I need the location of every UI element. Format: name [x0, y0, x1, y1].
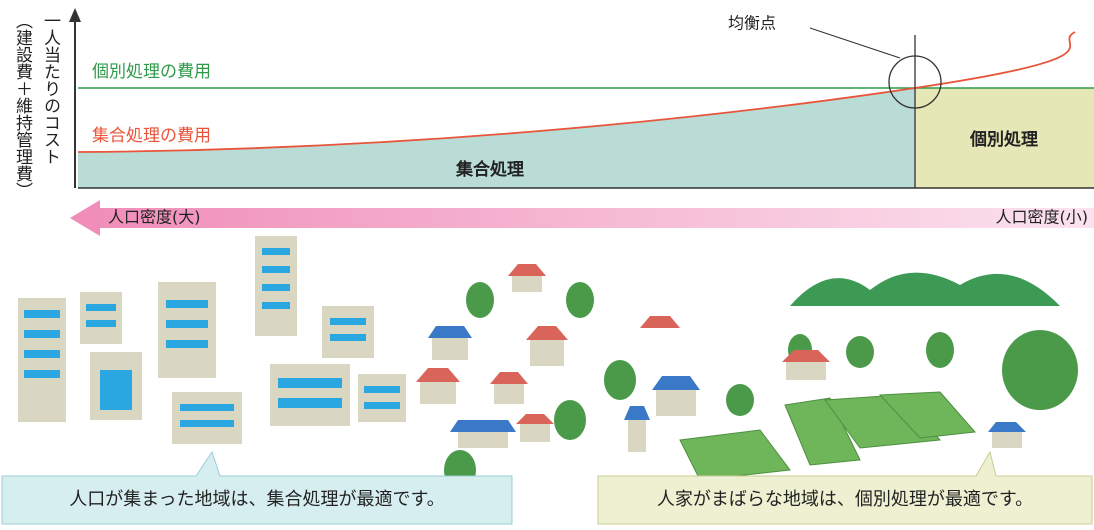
right-callout-box: [597, 450, 1093, 525]
collective-cost-label: 集合処理の費用: [92, 126, 211, 146]
density-high: 人口密度(大): [108, 208, 201, 227]
city-illustration: [18, 236, 406, 444]
rural-illustration: [416, 264, 1078, 490]
leader-line: [809, 27, 901, 59]
right-callout: 人家がまばらな地域は、個別処理が最適です。: [657, 489, 1033, 510]
density-low: 人口密度(小): [996, 208, 1089, 227]
individual-cost-label: 個別処理の費用: [92, 62, 211, 82]
y-axis-label: 一人当たりのコスト: [40, 12, 61, 165]
density-arrow: [70, 200, 1094, 236]
y-axis-sublabel: （建設費＋維持管理費）: [12, 12, 33, 199]
equilibrium-label: 均衡点: [728, 14, 776, 33]
collective-cost-line: [77, 31, 1076, 153]
individual-area: [915, 88, 1094, 188]
individual-area-label: 個別処理: [969, 129, 1038, 150]
collective-area-label: 集合処理: [455, 159, 524, 180]
left-callout: 人口が集まった地域は、集合処理が最適です。: [69, 489, 444, 510]
equilibrium-circle: [888, 55, 942, 109]
left-callout-box: [1, 450, 513, 525]
y-axis-arrow: [69, 8, 81, 22]
collective-area: [78, 88, 915, 188]
